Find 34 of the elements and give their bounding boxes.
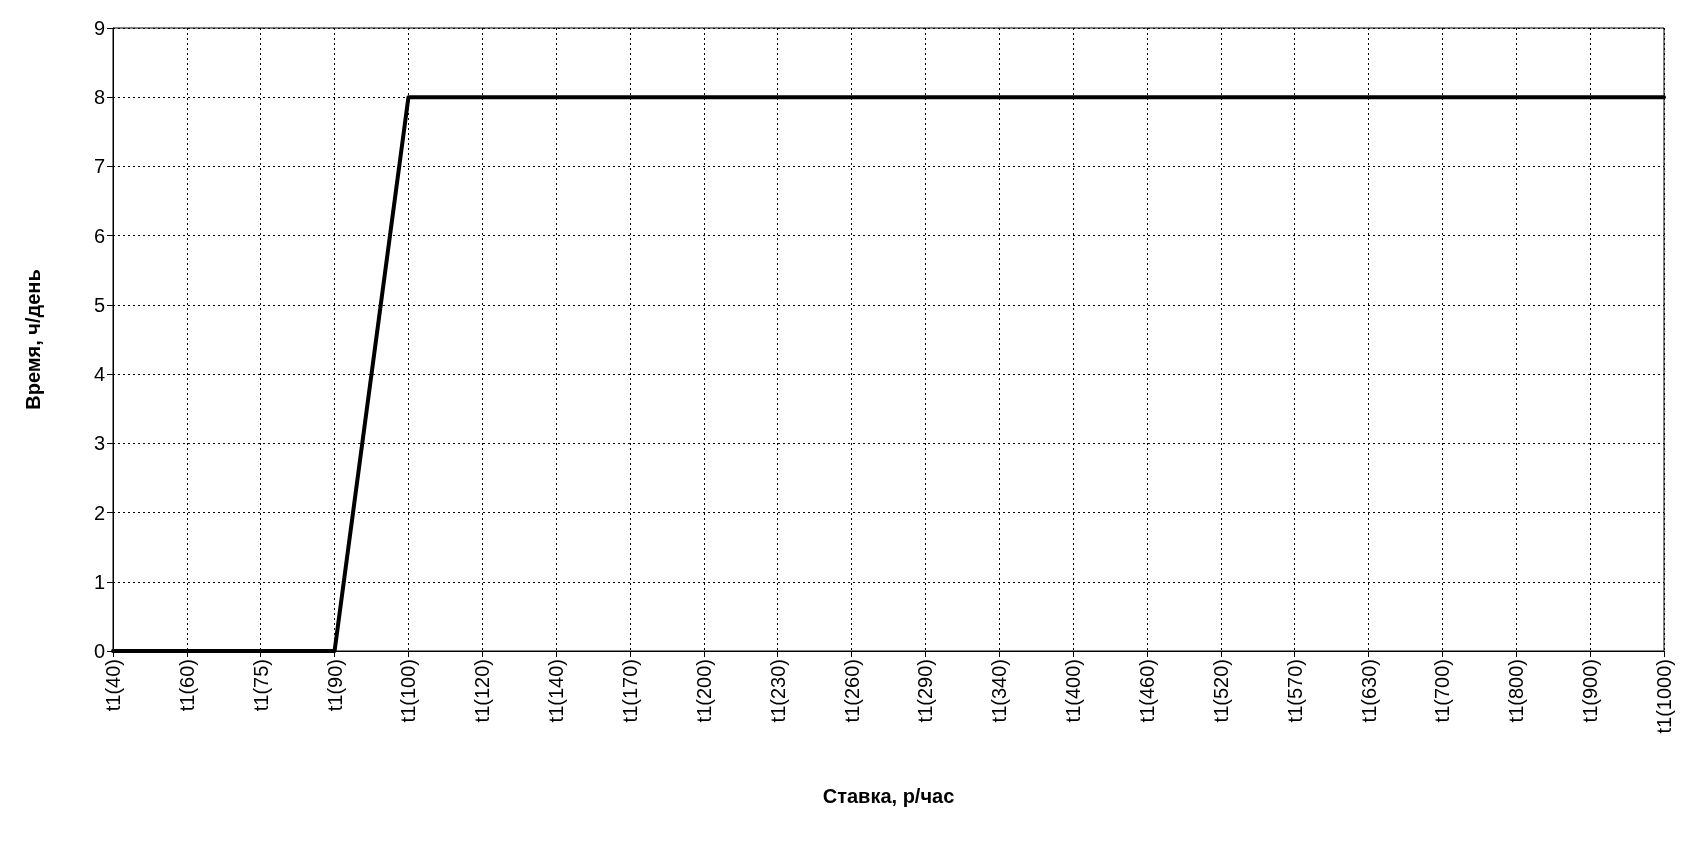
- x-tick-label: t1(460): [1136, 659, 1158, 723]
- x-tick-label: t1(900): [1579, 659, 1602, 723]
- x-tick-label: t1(290): [914, 659, 937, 723]
- x-tick-label: t1(570): [1283, 659, 1306, 723]
- x-tick-label: t1(630): [1357, 659, 1380, 723]
- x-tick-label: t1(520): [1209, 659, 1232, 723]
- x-tick-label: t1(700): [1431, 659, 1454, 723]
- x-tick-label: t1(230): [766, 659, 789, 723]
- x-tick-label: t1(800): [1505, 659, 1528, 723]
- y-tick-label: 7: [93, 155, 105, 178]
- y-tick-label: 4: [93, 363, 105, 386]
- y-tick-label: 6: [93, 224, 105, 247]
- x-tick-label: t1(1000): [1653, 659, 1675, 734]
- y-tick-label: 9: [93, 17, 105, 39]
- x-tick-label: t1(140): [545, 659, 568, 723]
- y-tick-label: 5: [93, 293, 105, 316]
- x-tick-label: t1(40): [102, 659, 124, 712]
- y-tick-label: 2: [93, 501, 105, 524]
- y-axis-title: Время, ч/день: [22, 269, 44, 410]
- y-tick-label: 1: [93, 570, 105, 593]
- y-tick-label: 0: [93, 640, 105, 662]
- x-tick-label: t1(100): [397, 659, 420, 723]
- x-tick-label: t1(400): [1062, 659, 1085, 723]
- x-tick-label: t1(340): [988, 659, 1011, 723]
- x-tick-label: t1(60): [175, 659, 198, 712]
- x-tick-label: t1(120): [471, 659, 494, 723]
- x-tick-label: t1(90): [323, 659, 346, 712]
- y-tick-label: 8: [93, 86, 105, 109]
- x-axis-title: Ставка, р/час: [822, 785, 955, 807]
- x-tick-label: t1(75): [249, 659, 272, 712]
- x-tick-label: t1(170): [619, 659, 641, 723]
- x-tick-label: t1(200): [692, 659, 715, 723]
- x-tick-label: t1(260): [840, 659, 863, 723]
- y-tick-label: 3: [93, 432, 105, 455]
